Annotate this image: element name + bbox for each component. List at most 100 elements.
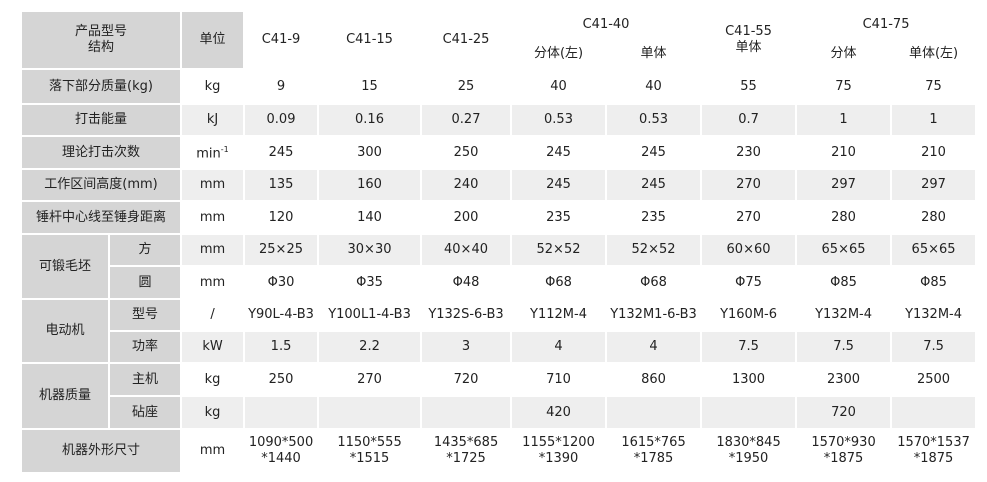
value-cell: 297 [795,168,893,202]
value-cell: 1570*930 *1875 [795,428,893,474]
value-cell: 0.53 [510,103,608,137]
value-cell: 0.16 [317,103,423,137]
value-cell: 7.5 [700,330,798,364]
value-cell: Y112M-4 [510,298,608,332]
unit-cell: mm [180,428,246,474]
cell-line: 单体 [735,40,762,55]
value-cell: 52×52 [605,233,703,267]
value-cell: 245 [605,168,703,202]
unit-text: min [196,146,221,162]
value-cell: 200 [420,200,513,235]
unit-cell: mm [180,200,246,235]
value-cell: 7.5 [795,330,893,364]
value-cell [317,395,423,430]
table-row: 打击能量 kJ 0.09 0.16 0.27 0.53 0.53 0.7 1 1 [19,103,978,137]
cell-line: *1725 [446,451,486,466]
value-cell: 210 [795,135,893,170]
cell-line: 1090*500 [248,435,314,450]
row-label: 主机 [107,362,183,397]
value-cell: 860 [605,362,703,397]
value-cell: 25 [420,68,513,105]
value-cell: 1300 [700,362,798,397]
cell-line: C41-55 [725,24,772,39]
value-cell: 7.5 [890,330,978,364]
header-cell: C41-75 [795,10,978,40]
unit-text: mm [199,443,226,458]
value-cell: 1150*555 *1515 [317,428,423,474]
value-cell: 2.2 [317,330,423,364]
group-label: 电动机 [20,298,110,364]
value-cell: 720 [795,395,893,430]
unit-cell: kW [180,330,246,364]
cell-line: 1615*765 [621,435,686,450]
value-cell: 240 [420,168,513,202]
value-cell: 1570*1537 *1875 [890,428,978,474]
value-cell: Y90L-4-B3 [243,298,320,332]
header-cell: 分体 [795,38,893,70]
cell-line: *1950 [728,451,769,466]
value-cell: 250 [243,362,320,397]
value-cell: 0.7 [700,103,798,137]
value-cell: 4 [605,330,703,364]
value-cell: 75 [890,68,978,105]
value-cell: 40 [510,68,608,105]
cell-line: *1440 [261,451,301,466]
cell-line: *1515 [349,451,390,466]
unit-cell: kg [180,395,246,430]
table-row: 锤杆中心线至锤身距离 mm 120 140 200 235 235 270 280 280 [19,200,978,235]
unit-cell: mm [180,168,246,202]
header-cell: C41-9 [243,10,320,70]
value-cell: 1.5 [243,330,320,364]
value-cell: Y160M-6 [700,298,798,332]
value-cell: 245 [510,135,608,170]
row-label: 方 [107,233,183,267]
value-cell: Φ48 [420,265,513,300]
unit-cell: / [180,298,246,332]
value-cell: Y132M-4 [795,298,893,332]
cell-line: 产品型号 [75,24,128,39]
group-label: 可锻毛坯 [20,233,110,300]
cell-line: *1785 [633,451,674,466]
value-cell: 1615*765 *1785 [605,428,703,474]
table-row: 砧座 kg 420 720 [21,395,978,430]
value-cell [420,395,513,430]
header-cell: 单体 [605,38,703,70]
spec-table: 产品型号 结构 单位 C41-9 C41-15 C41-25 C41-40 C41-55 单体 C… [19,10,978,474]
cell-line: *1875 [913,451,954,466]
value-cell: 2500 [890,362,978,397]
value-cell: 40×40 [420,233,513,267]
header-cell: C41-25 [420,10,513,70]
table-row: 功率 kW 1.5 2.2 3 4 4 7.5 7.5 7.5 [21,330,978,364]
value-cell: 4 [510,330,608,364]
value-cell: 1 [795,103,893,137]
value-cell: 245 [605,135,703,170]
table-row: 电动机 型号 / Y90L-4-B3 Y100L1-4-B3 Y132S-6-B3 Y112… [20,298,978,364]
value-cell: Φ85 [890,265,978,300]
header-cell: 单体(左) [890,38,978,70]
value-cell: 160 [317,168,423,202]
cell-line: 1570*930 [811,435,876,450]
value-cell: 420 [510,395,608,430]
table-row: 机器外形尺寸 mm 1090*500 *1440 1150*555 *1515 1435*6… [19,428,978,474]
table-row: 理论打击次数 min-1 245 300 250 245 245 230 210 210 [19,135,978,170]
cell-line: C41-25 [442,32,490,47]
value-cell: 235 [605,200,703,235]
value-cell: 55 [700,68,798,105]
value-cell: 300 [317,135,423,170]
table-row: 可锻毛坯方 mm 25×25 30×30 40×40 52×52 52×52 60×60 65×… [20,233,978,300]
row-label: 打击能量 [19,103,183,137]
value-cell: 230 [700,135,798,170]
value-cell: 1435*685 *1725 [420,428,513,474]
value-cell: Φ75 [700,265,798,300]
value-cell: 40 [605,68,703,105]
row-label: 工作区间高度(mm) [19,168,183,202]
unit-text: kW [202,339,223,354]
unit-text: kg [204,404,221,420]
cell-line: 1830*845 [716,435,781,450]
value-cell: 60×60 [700,233,798,267]
unit-cell: kg [180,68,246,105]
value-cell: 1155*1200 *1390 [510,428,608,474]
value-cell: Φ85 [795,265,893,300]
value-cell: 65×65 [890,233,978,267]
value-cell: 270 [700,168,798,202]
